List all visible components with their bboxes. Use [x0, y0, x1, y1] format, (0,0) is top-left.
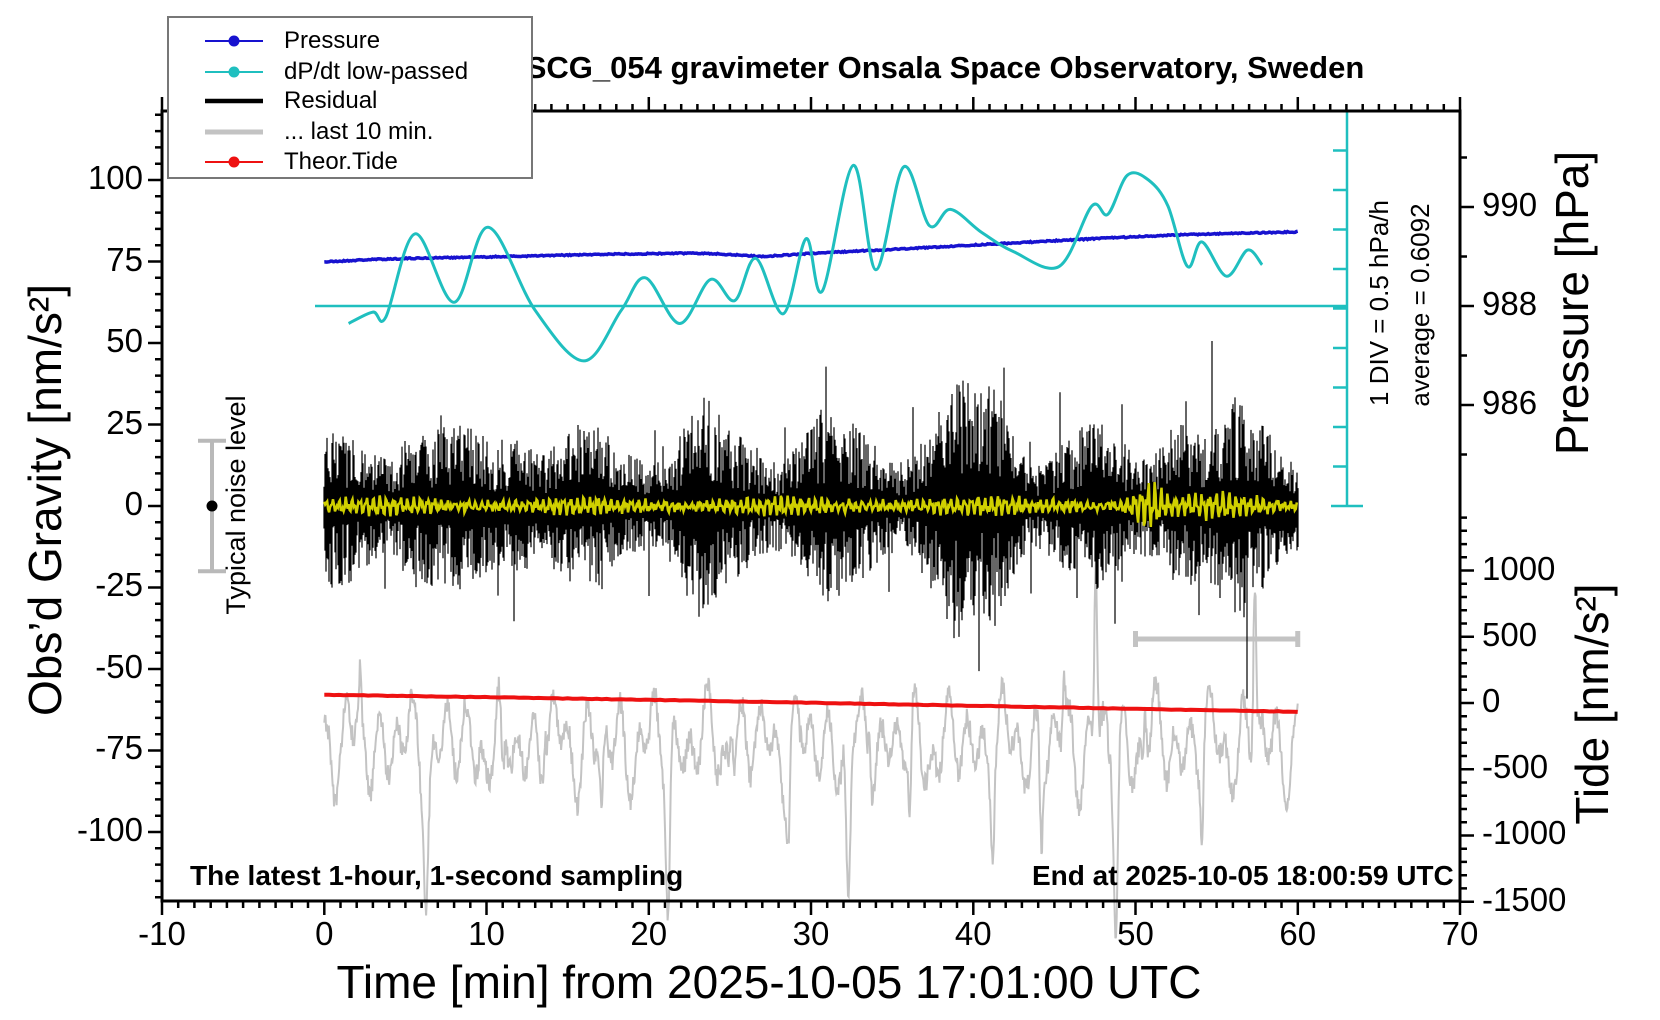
- end-time-annotation: End at 2025-10-05 18:00:59 UTC: [1032, 860, 1454, 891]
- gravity-tick-label: 100: [87, 159, 143, 197]
- legend-label: Residual: [284, 87, 378, 114]
- x-tick-label: 0: [315, 915, 334, 952]
- pressure-tick-label: 990: [1482, 186, 1538, 223]
- gravity-tick-label: 0: [124, 485, 143, 522]
- sampling-annotation: The latest 1-hour, 1-second sampling: [190, 860, 684, 891]
- pressure-line-icon: [205, 35, 263, 47]
- theortide-line-icon: [205, 156, 263, 167]
- legend-item-dpdt: dP/dt low-passed: [169, 58, 468, 86]
- dpdt-line-icon: [205, 66, 263, 77]
- noise-dot: [206, 500, 218, 512]
- gravity-axis-title: Obs’d Gravity [nm/s²]: [19, 284, 71, 716]
- legend-item-residual: Residual: [169, 87, 377, 115]
- x-tick-label: 40: [954, 915, 992, 952]
- legend-label: ... last 10 min.: [284, 117, 434, 145]
- legend-label: Pressure: [284, 27, 381, 54]
- pressure-tick-label: 986: [1482, 384, 1538, 421]
- average-label: average = 0.6092: [1404, 203, 1435, 407]
- gravity-tick-label: 25: [106, 403, 143, 441]
- gravity-tick-label: 50: [106, 322, 143, 360]
- legend-box: Pressure dP/dt low-passed Residual ... l…: [167, 16, 533, 179]
- x-tick-label: -10: [138, 915, 186, 952]
- last10-line-icon: [205, 129, 263, 134]
- tide-tick-label: 500: [1482, 615, 1538, 653]
- last10-scale-bar: [1133, 631, 1301, 647]
- legend-item-last10: ... last 10 min.: [169, 118, 433, 146]
- tide-tick-label: -1500: [1482, 880, 1567, 918]
- x-tick-label: 30: [792, 915, 830, 952]
- x-tick-label: 60: [1279, 915, 1317, 952]
- gravity-tick-label: -50: [95, 647, 143, 685]
- x-tick-label: 50: [1117, 915, 1154, 952]
- pressure-tick-label: 988: [1482, 285, 1538, 322]
- tide-tick-label: 1000: [1482, 549, 1556, 587]
- tide-tick-label: -1000: [1482, 814, 1567, 852]
- x-tick-label: 20: [630, 915, 668, 952]
- plot-frame: [160, 109, 1462, 903]
- legend-label: dP/dt low-passed: [284, 57, 469, 85]
- gravity-tick-label: -25: [95, 566, 143, 604]
- tide-tick-label: -500: [1482, 748, 1549, 786]
- x-axis-title: Time [min] from 2025-10-05 17:01:00 UTC: [336, 956, 1202, 1008]
- gravity-tick-label: -100: [76, 810, 143, 848]
- gravity-tick-label: 75: [106, 240, 143, 278]
- tide-tick-label: 0: [1482, 682, 1501, 719]
- x-tick-label: 70: [1441, 915, 1479, 952]
- typical-noise-level-label: Typical noise level: [220, 395, 251, 615]
- x-tick-label: 10: [468, 915, 505, 952]
- gravity-tick-label: -75: [95, 729, 143, 767]
- legend-item-pressure: Pressure: [169, 27, 380, 55]
- legend-item-theortide: Theor.Tide: [169, 148, 398, 176]
- div-scale-label: 1 DIV = 0.5 hPa/h: [1363, 200, 1394, 406]
- chart-title: SCG_054 gravimeter Onsala Space Observat…: [525, 50, 1365, 85]
- legend-label: Theor.Tide: [284, 147, 398, 175]
- residual-line-icon: [205, 98, 263, 104]
